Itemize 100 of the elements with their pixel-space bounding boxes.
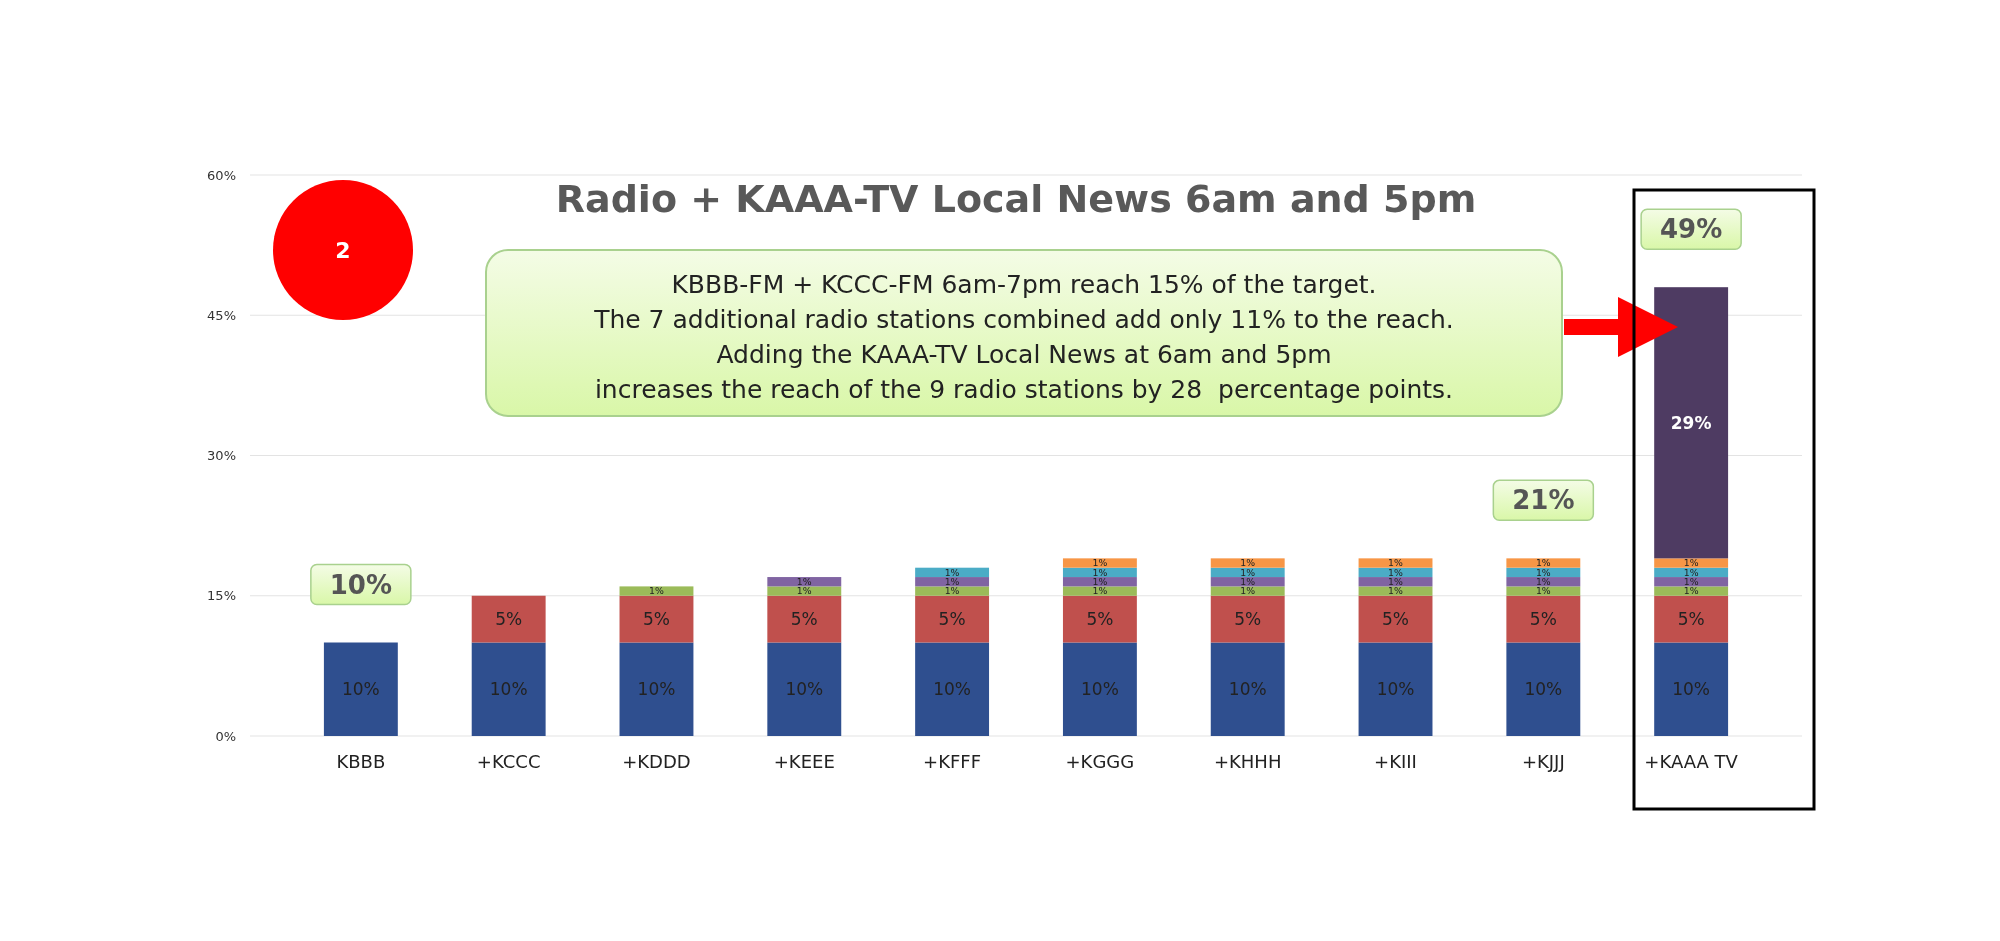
data-label: 10% xyxy=(785,679,824,700)
annotation: 49% xyxy=(1660,214,1723,245)
bar xyxy=(1062,642,1137,736)
bar xyxy=(471,595,546,643)
data-label: 1% xyxy=(1535,557,1551,569)
data-label: 1% xyxy=(1092,566,1108,578)
data-label: 1% xyxy=(1092,557,1108,569)
data-label: 1% xyxy=(944,566,960,578)
data-label: 1% xyxy=(1092,576,1108,587)
bar xyxy=(1210,586,1285,596)
y-tick-label: 60% xyxy=(207,167,236,183)
bar xyxy=(619,642,694,736)
bar xyxy=(1358,586,1433,596)
data-label: 5% xyxy=(642,609,670,630)
bar xyxy=(1210,595,1285,643)
bar xyxy=(767,586,842,596)
data-label: 1% xyxy=(649,585,665,597)
bar xyxy=(767,595,842,643)
bar xyxy=(1654,586,1729,596)
bar xyxy=(1654,642,1729,736)
bar xyxy=(1358,558,1433,568)
bar xyxy=(1062,595,1137,643)
data-label: 10% xyxy=(933,679,971,700)
data-label: 1% xyxy=(1240,557,1256,569)
data-label: 5% xyxy=(1677,609,1705,630)
data-label: 29% xyxy=(1670,412,1712,433)
x-tick-label: KBBB xyxy=(336,751,386,772)
bar xyxy=(619,586,694,596)
data-label: 10% xyxy=(341,679,380,700)
data-label: 1% xyxy=(1240,566,1256,578)
y-tick-label: 45% xyxy=(207,307,236,323)
bar xyxy=(1062,586,1137,596)
y-tick-label: 15% xyxy=(207,588,236,604)
data-label: 5% xyxy=(1086,609,1114,630)
y-tick-label: 30% xyxy=(207,448,236,464)
x-tick-label: +KHHH xyxy=(1213,751,1282,772)
data-label: 1% xyxy=(1388,585,1404,597)
bar xyxy=(1062,558,1137,568)
annotation: KBBB-FM + KCCC-FM 6am-7pm reach 15% of the target. The 7 additional radio stations combined add only 11% to the reach. Adding the KAAA-TV Local News at 6am and 5pm increases the reach of the 9 radio stations by 28 percentage points. xyxy=(593,270,1454,404)
x-tick-label: +KFFF xyxy=(923,751,982,772)
data-label: 10% xyxy=(1081,679,1119,700)
data-label: 5% xyxy=(1529,609,1557,630)
data-label: 1% xyxy=(1683,566,1699,578)
bar xyxy=(1506,586,1581,596)
x-tick-label: +KAAA TV xyxy=(1644,751,1739,772)
data-label: 1% xyxy=(1683,585,1699,597)
bar xyxy=(1506,595,1581,643)
data-label: 10% xyxy=(1524,679,1563,700)
data-label: 1% xyxy=(1683,557,1699,569)
bar xyxy=(471,642,546,736)
data-label: 1% xyxy=(1092,585,1108,597)
data-label: 10% xyxy=(1376,679,1415,700)
bar xyxy=(915,586,990,596)
bar xyxy=(1210,558,1285,568)
bar xyxy=(767,642,842,736)
bar xyxy=(1506,642,1581,736)
data-label: 1% xyxy=(796,576,812,587)
data-label: 1% xyxy=(944,585,960,597)
data-label: 1% xyxy=(944,576,960,587)
bar xyxy=(619,595,694,643)
label-box: 10% xyxy=(310,563,412,606)
data-label: 5% xyxy=(495,609,523,630)
x-tick-label: +KEEE xyxy=(773,751,835,772)
data-label: 1% xyxy=(1683,576,1699,587)
y-tick-label: 0% xyxy=(215,728,236,744)
bar xyxy=(1210,642,1285,736)
x-tick-label: +KJJJ xyxy=(1521,751,1565,772)
annotation: 21% xyxy=(1512,485,1575,516)
chart-title: Radio + KAAA-TV Local News 6am and 5pm xyxy=(555,177,1477,221)
bar xyxy=(1654,595,1729,643)
bar xyxy=(1654,287,1729,559)
data-label: 1% xyxy=(1388,576,1404,587)
bar xyxy=(1654,558,1729,568)
data-label: 1% xyxy=(1535,576,1551,587)
data-label: 5% xyxy=(938,609,966,630)
data-label: 5% xyxy=(1382,609,1410,630)
circle-badge: 2 xyxy=(273,180,413,320)
label-box: 49% xyxy=(1640,208,1742,250)
label-box: 21% xyxy=(1492,479,1595,522)
annotation: 2 xyxy=(335,237,351,263)
data-label: 1% xyxy=(796,585,812,597)
data-label: 10% xyxy=(489,679,528,700)
x-tick-label: +KCCC xyxy=(476,751,541,772)
bar xyxy=(1358,595,1433,643)
callout-box: KBBB-FM + KCCC-FM 6am-7pm reach 15% of the target. The 7 additional radio stations combined add only 11% to the reach. Adding the KAAA-TV Local News at 6am and 5pm increases the reach of the 9 radio stations by 28 percentage points. xyxy=(485,249,1563,417)
data-label: 1% xyxy=(1388,557,1404,569)
data-label: 1% xyxy=(1240,576,1256,587)
data-label: 1% xyxy=(1535,585,1551,597)
bar xyxy=(915,642,990,736)
data-label: 1% xyxy=(1240,585,1256,597)
annotation: 10% xyxy=(329,569,392,600)
bar xyxy=(323,642,398,736)
x-tick-label: +KIII xyxy=(1374,751,1417,772)
data-label: 10% xyxy=(1672,679,1711,700)
bar xyxy=(1506,558,1581,568)
data-label: 10% xyxy=(1228,679,1267,700)
x-tick-label: +KGGG xyxy=(1065,751,1135,772)
bar xyxy=(1358,642,1433,736)
data-label: 10% xyxy=(637,679,676,700)
x-tick-label: +KDDD xyxy=(622,751,691,772)
